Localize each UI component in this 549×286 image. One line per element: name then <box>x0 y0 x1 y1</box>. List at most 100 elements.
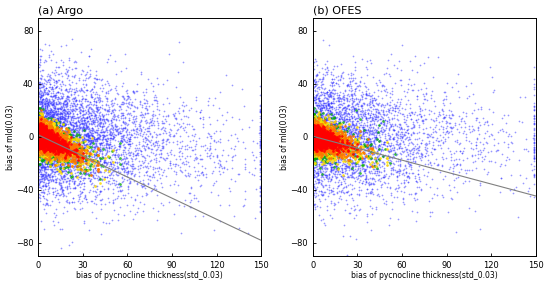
Point <box>312 143 321 148</box>
Point <box>35 139 43 143</box>
Point <box>324 137 333 141</box>
Point <box>322 105 330 110</box>
Point <box>347 161 356 165</box>
Point <box>38 129 47 134</box>
Point <box>66 137 75 141</box>
Point <box>159 114 167 118</box>
Point <box>71 167 80 171</box>
Point <box>199 171 208 176</box>
Point <box>323 102 332 106</box>
Point <box>59 133 68 137</box>
Point <box>330 130 339 135</box>
Point <box>324 136 333 140</box>
Point <box>208 103 217 108</box>
Point <box>55 142 64 147</box>
Point <box>317 140 326 144</box>
Point <box>385 160 394 164</box>
Point <box>315 133 323 137</box>
Point <box>451 81 460 86</box>
Point <box>321 141 329 146</box>
Point <box>48 150 57 154</box>
Point <box>55 142 64 146</box>
Point <box>181 124 189 129</box>
Point <box>41 138 49 143</box>
Point <box>36 129 45 134</box>
Point <box>40 109 48 113</box>
Point <box>57 174 66 178</box>
Point <box>118 133 127 137</box>
Point <box>314 136 323 141</box>
Point <box>35 185 44 189</box>
Point <box>345 141 354 145</box>
Point <box>310 160 319 164</box>
Point <box>40 133 48 138</box>
Point <box>52 144 60 149</box>
Point <box>37 132 46 137</box>
Point <box>366 94 375 98</box>
Point <box>54 142 63 147</box>
Point <box>348 161 356 166</box>
Point <box>310 132 318 137</box>
Point <box>123 169 132 174</box>
Point <box>41 137 50 141</box>
Point <box>314 135 323 140</box>
Point <box>60 145 69 150</box>
Point <box>60 137 69 142</box>
Point <box>132 152 141 156</box>
Point <box>346 104 355 109</box>
Point <box>36 134 44 139</box>
Point <box>34 145 43 149</box>
Point <box>35 134 43 139</box>
Point <box>324 133 333 138</box>
Point <box>55 138 64 142</box>
Point <box>40 139 48 143</box>
Point <box>378 182 386 186</box>
Point <box>320 132 328 137</box>
Point <box>82 134 91 138</box>
Point <box>312 134 321 138</box>
Point <box>40 146 49 150</box>
Point <box>58 156 67 161</box>
Point <box>315 134 323 139</box>
Point <box>48 150 57 154</box>
Point <box>34 126 43 130</box>
Point <box>131 152 140 157</box>
Point <box>310 130 319 135</box>
Point <box>49 114 58 118</box>
Point <box>49 152 58 156</box>
Point <box>321 158 329 163</box>
Point <box>361 166 370 171</box>
Point <box>35 123 43 128</box>
Point <box>37 138 46 142</box>
Point <box>38 130 47 135</box>
Point <box>38 142 47 146</box>
Point <box>318 136 327 140</box>
Point <box>37 135 46 140</box>
Point <box>309 132 317 137</box>
Point <box>36 135 45 139</box>
Point <box>48 146 57 150</box>
Point <box>35 156 44 161</box>
Point <box>35 130 43 134</box>
Point <box>316 133 325 138</box>
Point <box>309 129 318 134</box>
Point <box>309 128 317 132</box>
Point <box>36 136 45 140</box>
Point <box>53 134 62 138</box>
Point <box>320 115 329 120</box>
Point <box>48 142 57 146</box>
Point <box>309 166 318 170</box>
Point <box>42 141 51 146</box>
Point <box>59 108 68 113</box>
Point <box>35 131 44 136</box>
Point <box>35 136 44 140</box>
Point <box>332 186 341 190</box>
Point <box>348 145 356 150</box>
Point <box>48 154 57 159</box>
Point <box>170 211 179 216</box>
Point <box>36 163 44 167</box>
Point <box>46 138 54 143</box>
Point <box>43 134 52 138</box>
Point <box>38 127 47 131</box>
Point <box>348 152 357 156</box>
